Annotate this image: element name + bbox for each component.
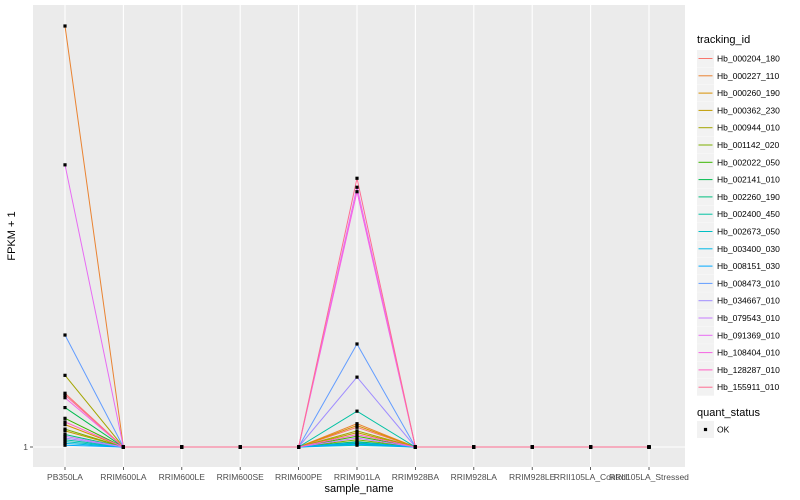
data-point bbox=[63, 434, 67, 438]
x-tick-label: RRIM600PE bbox=[275, 472, 323, 482]
legend-label: Hb_002022_050 bbox=[717, 157, 780, 167]
data-point bbox=[413, 445, 417, 449]
data-point bbox=[355, 442, 359, 446]
data-point bbox=[180, 445, 184, 449]
shape-legend-items: OK bbox=[697, 421, 730, 438]
legend-label: Hb_000204_180 bbox=[717, 54, 780, 64]
legend-label: Hb_001142_020 bbox=[717, 140, 780, 150]
legend-label: Hb_002260_190 bbox=[717, 192, 780, 202]
data-point bbox=[355, 176, 359, 180]
data-point bbox=[355, 438, 359, 442]
data-point bbox=[63, 373, 67, 377]
data-point bbox=[63, 427, 67, 431]
x-tick-label: RRIM928BA bbox=[392, 472, 440, 482]
legend-label: Hb_000362_230 bbox=[717, 105, 780, 115]
data-point bbox=[63, 24, 67, 28]
data-point bbox=[355, 422, 359, 426]
x-tick-label: RRII105LA_Stressed bbox=[609, 472, 689, 482]
legend-label: Hb_008473_010 bbox=[717, 278, 780, 288]
data-point bbox=[530, 445, 534, 449]
y-axis: 1 bbox=[23, 442, 33, 452]
legend-label: Hb_000227_110 bbox=[717, 71, 780, 81]
legend-label: Hb_000944_010 bbox=[717, 123, 780, 133]
data-points bbox=[63, 24, 651, 449]
data-point bbox=[63, 405, 67, 410]
data-point bbox=[355, 431, 359, 435]
data-point bbox=[63, 416, 67, 420]
data-point bbox=[63, 432, 67, 437]
x-tick-label: PB350LA bbox=[47, 472, 83, 482]
y-tick-label: 1 bbox=[23, 442, 28, 452]
y-axis-title: FPKM + 1 bbox=[6, 211, 18, 260]
data-point bbox=[355, 425, 359, 429]
legend-label: Hb_108404_010 bbox=[717, 348, 780, 358]
data-point bbox=[63, 420, 67, 424]
legend-label: Hb_002673_050 bbox=[717, 227, 780, 237]
data-point bbox=[63, 333, 67, 337]
x-tick-label: RRIM928LE bbox=[509, 472, 556, 482]
legend-label: Hb_091369_010 bbox=[717, 330, 780, 340]
data-point bbox=[63, 163, 67, 167]
data-point bbox=[63, 396, 67, 400]
data-point bbox=[355, 185, 359, 189]
data-point bbox=[238, 445, 242, 449]
legend-label: Hb_003400_030 bbox=[717, 244, 780, 254]
legend-label: Hb_128287_010 bbox=[717, 365, 780, 375]
x-tick-label: RRIM928LA bbox=[451, 472, 498, 482]
data-point bbox=[63, 429, 67, 433]
data-point bbox=[355, 429, 359, 433]
data-point bbox=[63, 436, 67, 440]
legend-items: Hb_000204_180 Hb_000227_110 Hb_000260_190 H… bbox=[697, 50, 780, 396]
data-point bbox=[355, 375, 359, 379]
data-point bbox=[355, 409, 359, 413]
legend-label: Hb_008151_030 bbox=[717, 261, 780, 271]
shape-legend-label: OK bbox=[717, 425, 730, 435]
x-tick-label: RRII105LA_Control bbox=[554, 472, 628, 482]
data-point bbox=[355, 423, 359, 428]
plot-panel bbox=[33, 5, 685, 467]
data-point bbox=[63, 393, 67, 397]
data-point bbox=[355, 440, 359, 445]
x-axis: PB350LA RRIM600LA RRIM600LE RRIM600SE RRIM60… bbox=[47, 467, 689, 482]
data-point bbox=[355, 436, 359, 440]
data-point bbox=[63, 423, 67, 427]
legend-label: Hb_002141_010 bbox=[717, 175, 780, 185]
data-point bbox=[63, 441, 67, 446]
legend-label: Hb_155911_010 bbox=[717, 382, 780, 392]
data-point bbox=[472, 445, 476, 449]
legend-label: Hb_079543_010 bbox=[717, 313, 780, 323]
data-point bbox=[589, 445, 593, 449]
data-point bbox=[63, 443, 67, 447]
x-tick-label: RRIM901LA bbox=[334, 472, 381, 482]
legend-label: Hb_000260_190 bbox=[717, 88, 780, 98]
data-point bbox=[297, 445, 301, 449]
x-tick-label: RRIM600SE bbox=[217, 472, 265, 482]
shape-legend-title: quant_status bbox=[697, 407, 760, 419]
x-tick-label: RRIM600LE bbox=[159, 472, 206, 482]
data-point bbox=[63, 391, 67, 395]
data-point bbox=[355, 432, 359, 437]
x-axis-title: sample_name bbox=[324, 483, 393, 495]
legend-label: Hb_034667_010 bbox=[717, 296, 780, 306]
legend-title: tracking_id bbox=[697, 34, 750, 46]
data-point bbox=[63, 440, 67, 444]
data-point bbox=[355, 190, 359, 194]
shape-legend-point bbox=[703, 427, 708, 432]
legend: tracking_id Hb_000204_180Hb_000227_110Hb… bbox=[697, 34, 780, 438]
legend-label: Hb_002400_450 bbox=[717, 209, 780, 219]
data-point bbox=[647, 445, 651, 449]
data-point bbox=[121, 445, 125, 449]
data-point bbox=[63, 438, 67, 442]
data-point bbox=[355, 434, 359, 438]
data-point bbox=[355, 342, 359, 346]
x-tick-label: RRIM600LA bbox=[100, 472, 147, 482]
